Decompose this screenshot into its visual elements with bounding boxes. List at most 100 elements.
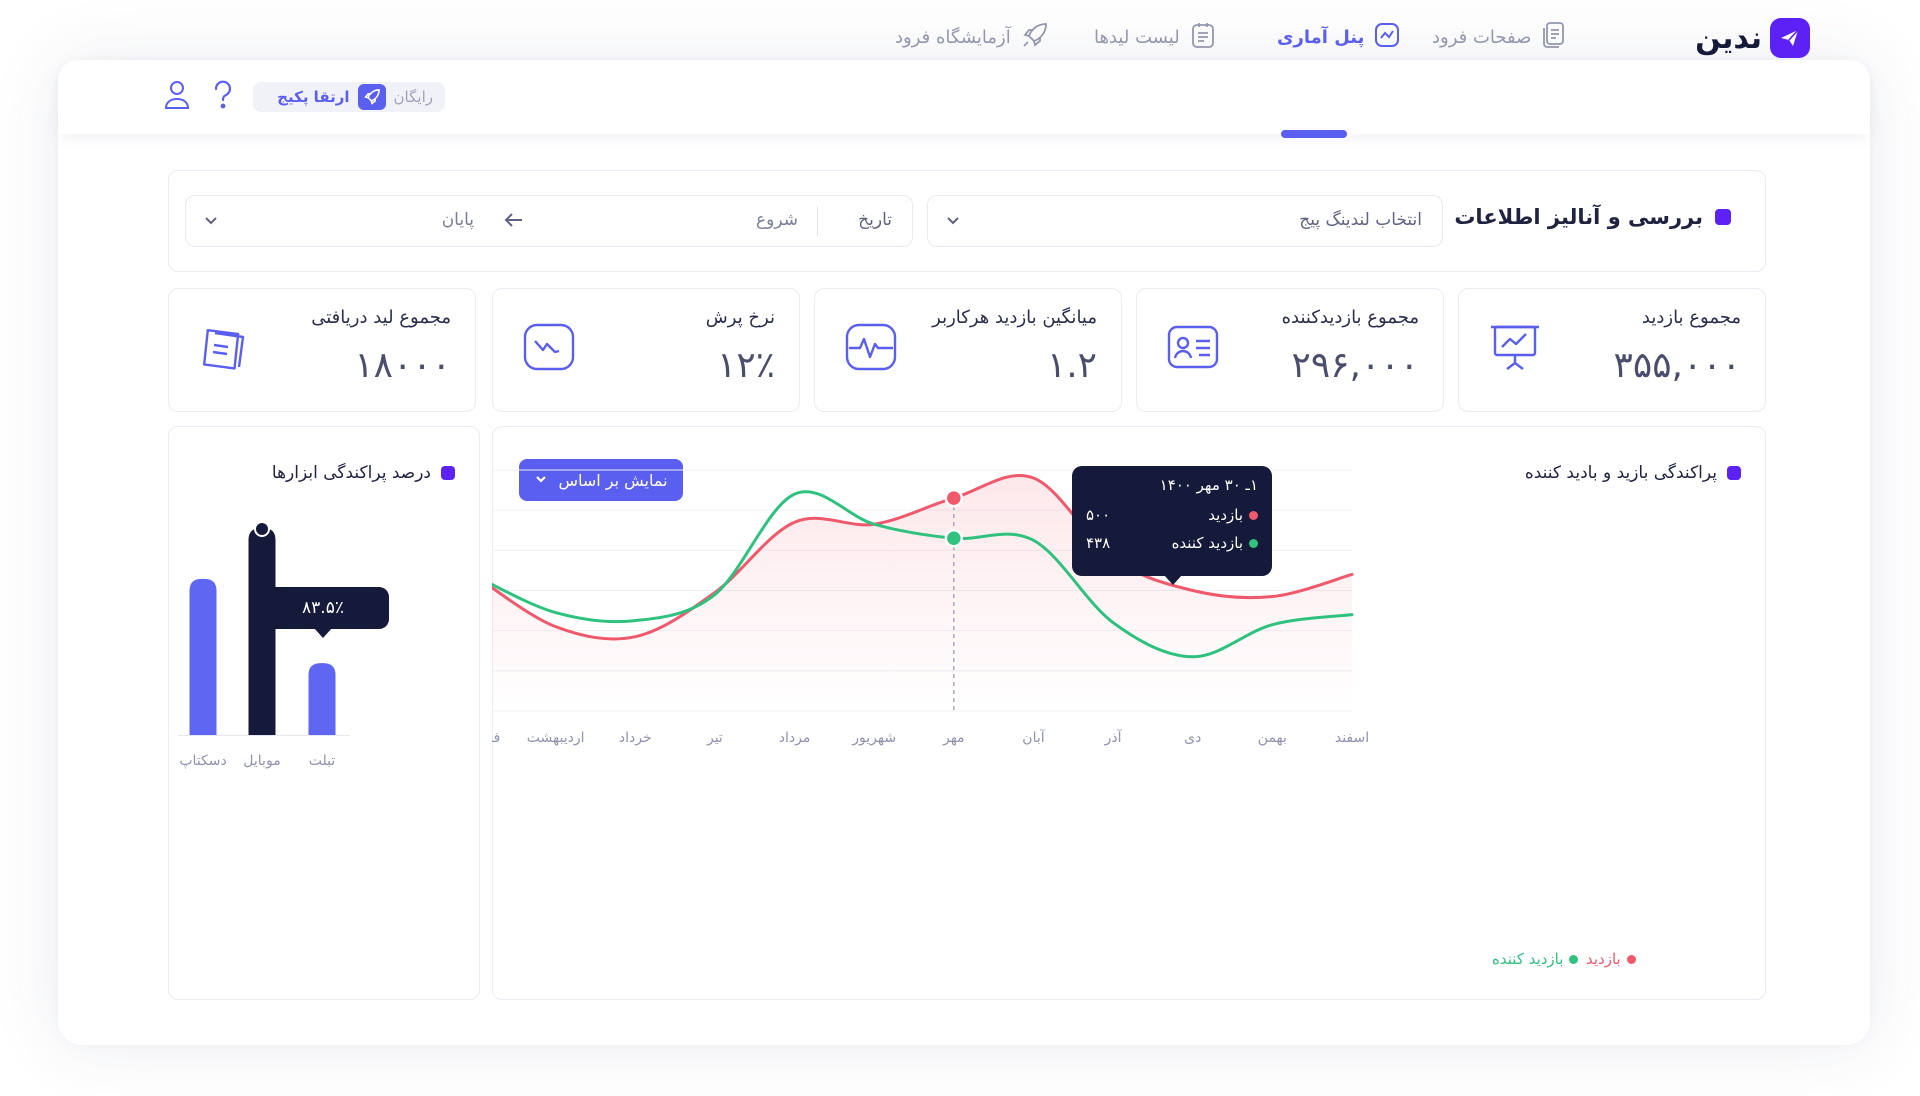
- bar-1: [189, 578, 217, 735]
- nav-label: پنل آماری: [1277, 26, 1365, 48]
- page-title-text: بررسی و آنالیز اطلاعات: [1454, 205, 1703, 229]
- device-bar-chart: دسکتاپ موبایل تبلت: [178, 521, 350, 769]
- x-tick-label: آبان: [1022, 729, 1045, 746]
- start-date-input[interactable]: شروع: [756, 210, 798, 230]
- section-title: پراکندگی بازید و بادید کننده: [1525, 463, 1741, 483]
- bar-2: [248, 528, 276, 735]
- nav-item-landing-lab[interactable]: آزمایشگاه فرود: [895, 0, 1049, 74]
- x-tick-label: تیر: [706, 730, 723, 746]
- section-title: درصد پراکندگی ابزارها: [272, 463, 455, 483]
- title-marker: [441, 466, 455, 480]
- filter-panel: بررسی و آنالیز اطلاعات انتخاب لندینگ پیج…: [168, 170, 1766, 272]
- visits-line-chart: ۰۱۰,۰۰۰۲۰,۰۰۰۳۰,۰۰۰۴۰,۰۰۰۵۰,۰۰۰۶۰,۰۰۰فرو…: [492, 469, 1369, 746]
- visit-series-line: [492, 474, 1354, 641]
- legend-visitor[interactable]: بازدید کننده: [1492, 950, 1579, 968]
- help-icon[interactable]: [206, 78, 240, 112]
- show-by-label: نمایش بر اساس: [558, 470, 668, 490]
- nav-item-landing-pages[interactable]: صفحات فرود: [1432, 0, 1567, 74]
- landing-page-select[interactable]: انتخاب لندینگ پیج: [927, 195, 1443, 247]
- active-tab-indicator: [1281, 130, 1347, 138]
- bar-3: [308, 663, 336, 735]
- stat-label: مجموع بازدید: [1641, 307, 1741, 328]
- visit-highlight-point: [944, 488, 964, 508]
- nav-label: لیست لیدها: [1094, 26, 1180, 48]
- x-tick-label: اسفند: [1335, 730, 1369, 746]
- bounce-chart-icon: [519, 317, 579, 377]
- chevron-down-icon: [202, 211, 220, 234]
- stat-card-total-leads: مجموع لید دریافتی ۱۸۰۰۰: [168, 288, 476, 412]
- x-tick-label: شهریور: [851, 730, 896, 746]
- visit-dot: [1249, 511, 1258, 520]
- x-tick-label: مرداد: [779, 730, 811, 746]
- divider: [817, 206, 818, 236]
- end-date-input[interactable]: پایان: [441, 210, 474, 230]
- chart-icon: [1374, 22, 1400, 53]
- section-title-text: درصد پراکندگی ابزارها: [271, 463, 431, 483]
- rocket-icon: [1021, 21, 1049, 54]
- stat-label: مجموع لید دریافتی: [311, 307, 451, 328]
- bar-category-label: موبایل: [243, 753, 280, 769]
- brand-logo[interactable]: ندین: [1695, 18, 1810, 58]
- upgrade-package-button[interactable]: ارتقا پکیج: [277, 88, 350, 106]
- x-tick-label: خرداد: [619, 730, 652, 746]
- visit-area-fill: [492, 475, 1352, 711]
- user-icon[interactable]: [160, 78, 194, 112]
- legend-dot: [1626, 954, 1636, 964]
- bar-highlight-point: [254, 521, 270, 537]
- document-icon: [1541, 21, 1567, 54]
- arrow-left-icon: [504, 211, 524, 234]
- x-tick-label: بهمن: [1258, 730, 1287, 746]
- tooltip-visitor-label: بازدید کننده: [1171, 534, 1243, 552]
- brand-name: ندین: [1695, 20, 1763, 56]
- date-range-picker[interactable]: تاریخ شروع پایان: [185, 195, 913, 247]
- stat-value: ۱۲٪: [716, 345, 775, 386]
- legend-dot: [1569, 954, 1579, 964]
- stat-value: ۱۸۰۰۰: [354, 345, 451, 386]
- bar-category-label: تبلت: [309, 753, 336, 769]
- bar-category-label: دسکتاپ: [179, 753, 226, 769]
- stat-value: ۱.۲: [1046, 345, 1097, 386]
- x-tick-label: مهر: [942, 730, 965, 746]
- stat-value: ۳۵۵,۰۰۰: [1613, 345, 1741, 386]
- legend-label: بازدید: [1586, 950, 1621, 968]
- bar-tooltip: ۸۳.۵٪: [257, 587, 389, 638]
- date-label: تاریخ: [858, 210, 892, 230]
- x-tick-label: فروردین: [492, 730, 500, 746]
- stat-label: مجموع بازدیدکننده: [1281, 307, 1419, 328]
- page-title: بررسی و آنالیز اطلاعات: [1454, 205, 1731, 229]
- plan-badge[interactable]: رایگان ارتقا پکیج: [253, 82, 445, 112]
- tooltip-visit-label: بازدید: [1208, 506, 1243, 524]
- tooltip-visitor-value: ۴۳۸: [1086, 534, 1111, 552]
- landing-select-placeholder: انتخاب لندینگ پیج: [1299, 210, 1422, 230]
- pulse-icon: [841, 317, 901, 377]
- section-title-text: پراکندگی بازید و بادید کننده: [1524, 463, 1717, 483]
- paper-plane-icon: [1770, 18, 1810, 58]
- stat-label: میانگین بازدید هرکاربر: [932, 307, 1097, 328]
- show-by-dropdown[interactable]: نمایش بر اساس: [519, 459, 683, 501]
- chevron-down-icon: [944, 211, 962, 234]
- title-marker: [1715, 209, 1731, 225]
- visitor-dot: [1249, 539, 1258, 548]
- stat-card-total-visitors: مجموع بازدیدکننده ۲۹۶,۰۰۰: [1136, 288, 1444, 412]
- legend-visit[interactable]: بازدید: [1586, 950, 1636, 968]
- x-tick-label: آذر: [1104, 729, 1123, 746]
- legend-label: بازدید کننده: [1492, 950, 1564, 968]
- tooltip-visit-value: ۵۰۰: [1086, 506, 1111, 524]
- tooltip-date: ۱ـ ۳۰ مهر ۱۴۰۰: [1159, 476, 1258, 494]
- nav-item-stats-panel[interactable]: پنل آماری: [1277, 0, 1400, 74]
- stat-card-total-visits: مجموع بازدید ۳۵۵,۰۰۰: [1458, 288, 1766, 412]
- nav-label: آزمایشگاه فرود: [895, 26, 1011, 48]
- id-card-icon: [1163, 317, 1223, 377]
- tooltip-visitor-row: بازدید کننده ۴۳۸: [1086, 534, 1258, 552]
- x-tick-label: اردیبهشت: [527, 730, 585, 746]
- notes-icon: [195, 317, 255, 377]
- chevron-down-icon: [534, 471, 548, 490]
- chart-tooltip: ۱ـ ۳۰ مهر ۱۴۰۰ بازدید ۵۰۰ بازدید کننده ۴…: [1072, 466, 1272, 585]
- rocket-icon: [357, 84, 386, 110]
- nav-item-leads-list[interactable]: لیست لیدها: [1094, 0, 1216, 74]
- tooltip-visit-row: بازدید ۵۰۰: [1086, 506, 1258, 524]
- visitor-highlight-point: [944, 529, 964, 548]
- stat-card-bounce-rate: نرخ پرش ۱۲٪: [492, 288, 800, 412]
- stat-label: نرخ پرش: [705, 307, 775, 328]
- list-icon: [1190, 21, 1216, 54]
